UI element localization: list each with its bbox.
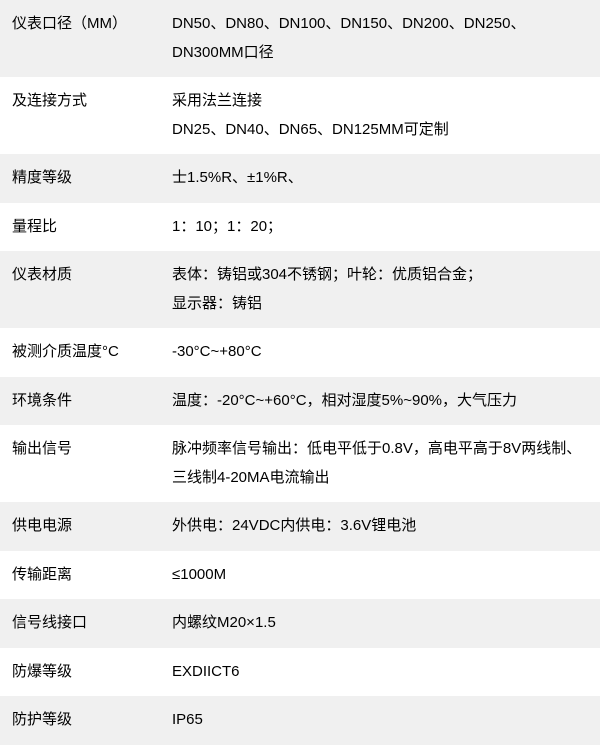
table-row: 环境条件 温度：-20°C~+60°C，相对湿度5%~90%，大气压力: [0, 377, 600, 426]
spec-value: 温度：-20°C~+60°C，相对湿度5%~90%，大气压力: [160, 377, 600, 426]
table-row: 仪表口径（MM） DN50、DN80、DN100、DN150、DN200、DN2…: [0, 0, 600, 77]
table-row: 传输距离 ≤1000M: [0, 551, 600, 600]
specification-table: 仪表口径（MM） DN50、DN80、DN100、DN150、DN200、DN2…: [0, 0, 600, 745]
table-row: 输出信号 脉冲频率信号输出：低电平低于0.8V，高电平高于8V两线制、三线制4-…: [0, 425, 600, 502]
table-row: 及连接方式 采用法兰连接 DN25、DN40、DN65、DN125MM可定制: [0, 77, 600, 154]
spec-value: 士1.5%R、±1%R、: [160, 154, 600, 203]
spec-value: 表体：铸铝或304不锈钢；叶轮：优质铝合金； 显示器：铸铝: [160, 251, 600, 328]
spec-label: 供电电源: [0, 502, 160, 551]
spec-value: 脉冲频率信号输出：低电平低于0.8V，高电平高于8V两线制、三线制4-20MA电…: [160, 425, 600, 502]
spec-value: 采用法兰连接 DN25、DN40、DN65、DN125MM可定制: [160, 77, 600, 154]
spec-label: 仪表材质: [0, 251, 160, 328]
spec-label: 防护等级: [0, 696, 160, 745]
table-row: 仪表材质 表体：铸铝或304不锈钢；叶轮：优质铝合金； 显示器：铸铝: [0, 251, 600, 328]
spec-value: 外供电：24VDC内供电：3.6V锂电池: [160, 502, 600, 551]
table-row: 信号线接口 内螺纹M20×1.5: [0, 599, 600, 648]
spec-value: -30°C~+80°C: [160, 328, 600, 377]
spec-label: 被测介质温度°C: [0, 328, 160, 377]
table-row: 量程比 1：10；1：20；: [0, 203, 600, 252]
spec-label: 精度等级: [0, 154, 160, 203]
spec-label: 防爆等级: [0, 648, 160, 697]
spec-value: 1：10；1：20；: [160, 203, 600, 252]
spec-label: 环境条件: [0, 377, 160, 426]
spec-value: 内螺纹M20×1.5: [160, 599, 600, 648]
spec-value: IP65: [160, 696, 600, 745]
table-row: 被测介质温度°C -30°C~+80°C: [0, 328, 600, 377]
table-row: 供电电源 外供电：24VDC内供电：3.6V锂电池: [0, 502, 600, 551]
spec-label: 及连接方式: [0, 77, 160, 154]
spec-label: 信号线接口: [0, 599, 160, 648]
spec-label: 量程比: [0, 203, 160, 252]
table-row: 精度等级 士1.5%R、±1%R、: [0, 154, 600, 203]
spec-label: 仪表口径（MM）: [0, 0, 160, 77]
table-row: 防护等级 IP65: [0, 696, 600, 745]
spec-value: EXDIICT6: [160, 648, 600, 697]
spec-table-body: 仪表口径（MM） DN50、DN80、DN100、DN150、DN200、DN2…: [0, 0, 600, 745]
table-row: 防爆等级 EXDIICT6: [0, 648, 600, 697]
spec-label: 输出信号: [0, 425, 160, 502]
spec-value: ≤1000M: [160, 551, 600, 600]
spec-label: 传输距离: [0, 551, 160, 600]
spec-value: DN50、DN80、DN100、DN150、DN200、DN250、DN300M…: [160, 0, 600, 77]
